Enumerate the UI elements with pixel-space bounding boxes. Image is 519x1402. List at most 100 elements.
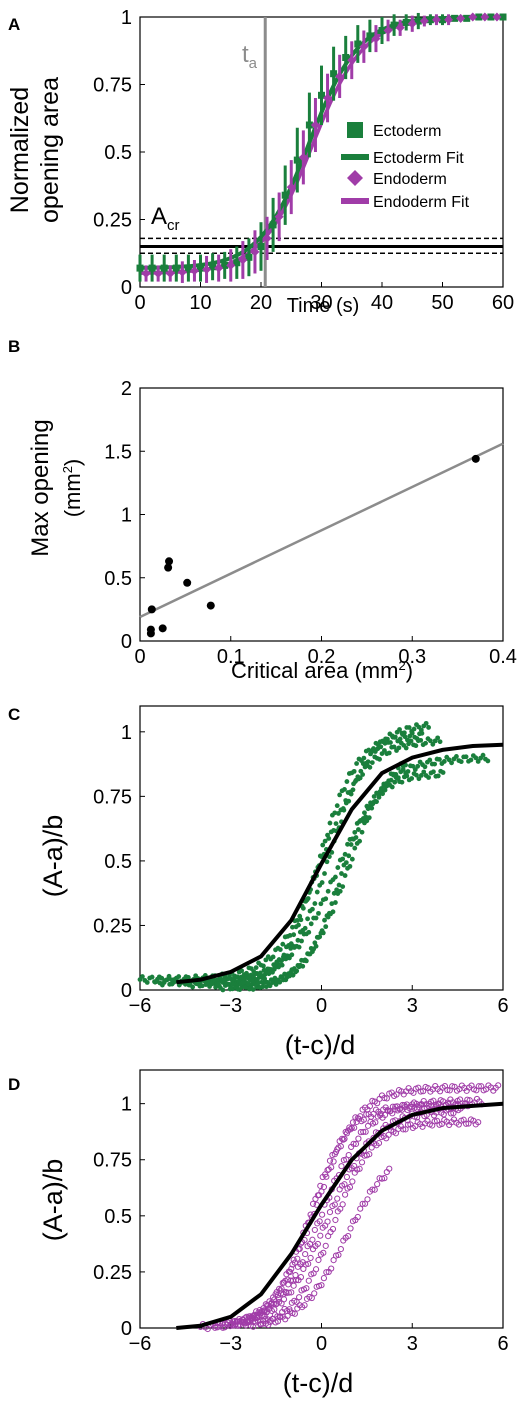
panel-a|0-xtick-label: 50 bbox=[431, 292, 453, 314]
legend-label: Ectoderm Fit bbox=[373, 150, 464, 167]
panel-b|1-ytick-label: 1.5 bbox=[104, 441, 132, 463]
ectoderm-point bbox=[318, 91, 325, 99]
panel-d-data-point bbox=[309, 1200, 317, 1207]
panel-c-data-point bbox=[302, 925, 308, 931]
panel-d-data-point bbox=[385, 1131, 392, 1138]
endoderm-point bbox=[153, 269, 163, 278]
panel-c-data-point bbox=[169, 981, 175, 987]
panel-c-data-point bbox=[430, 741, 436, 747]
panel-c-data-point bbox=[418, 737, 424, 743]
panel-d-data-point bbox=[259, 1307, 266, 1315]
panel-c-data-point bbox=[318, 901, 324, 907]
panel-b|1-xtick-label: 0 bbox=[134, 646, 145, 668]
legend-label: Endoderm bbox=[373, 171, 447, 188]
panel-c-data-point bbox=[280, 941, 286, 947]
panel-c-data-point bbox=[418, 772, 424, 778]
panel-c-data-point bbox=[389, 784, 395, 790]
panel-c-data-point bbox=[279, 962, 285, 968]
panel-d-data-point bbox=[305, 1277, 312, 1284]
panel-c-data-point bbox=[298, 917, 304, 923]
panel-d-data-point bbox=[320, 1183, 328, 1191]
panel-c-data-point bbox=[209, 981, 215, 987]
panel-c-data-point bbox=[260, 984, 266, 990]
panel-c-data-point bbox=[159, 982, 165, 988]
panel-d-data-point bbox=[449, 1083, 456, 1090]
panel-c-data-point bbox=[386, 750, 392, 756]
panel-d-data-point bbox=[311, 1290, 318, 1297]
panel-d-data-point bbox=[345, 1151, 352, 1159]
panel-a|0-ytick-label: 0.25 bbox=[93, 210, 132, 232]
panel-c-data-point bbox=[361, 755, 367, 761]
panel-d-data-point bbox=[431, 1118, 438, 1125]
panel-d-data-point bbox=[312, 1266, 320, 1273]
panel-b-ylabel-line2: (mm2) bbox=[60, 459, 85, 518]
panel-d-data-point bbox=[352, 1140, 360, 1148]
panel-d-data-point bbox=[302, 1250, 309, 1258]
panel-d|3-ytick-label: 0 bbox=[121, 1318, 132, 1340]
panel-d-data-point bbox=[303, 1285, 310, 1292]
legend-endoderm-fit-marker bbox=[341, 198, 369, 204]
panel-b|1-ytick-label: 0 bbox=[121, 631, 132, 653]
panel-c-data-point bbox=[342, 873, 348, 878]
panel-c-data-point bbox=[308, 921, 314, 927]
panel-c-data-point bbox=[317, 853, 323, 859]
panel-c-data-point bbox=[299, 938, 304, 944]
ectoderm-point bbox=[390, 21, 398, 29]
panel-c-data-point bbox=[351, 768, 357, 774]
panel-d-data-point bbox=[285, 1289, 292, 1296]
panel-a-xlabel: Time (s) bbox=[287, 295, 360, 317]
panel-c-data-point bbox=[325, 888, 331, 894]
endoderm-point bbox=[298, 152, 308, 162]
panel-c-data-point bbox=[411, 726, 417, 732]
panel-c-data-point bbox=[313, 915, 319, 921]
panel-c-data-point bbox=[291, 932, 297, 938]
panel-c-data-point bbox=[322, 917, 327, 923]
panel-b|1-axes-frame bbox=[139, 387, 504, 642]
panel-c-data-point bbox=[339, 871, 344, 876]
panel-c-data-point bbox=[391, 744, 397, 750]
panel-c-data-point bbox=[368, 750, 374, 755]
ectoderm-point bbox=[487, 13, 495, 21]
ectoderm-point bbox=[184, 264, 192, 272]
panel-c-data-point bbox=[329, 901, 335, 907]
panel-d|3-ytick-label: 0.25 bbox=[93, 1262, 132, 1284]
ectoderm-point bbox=[378, 27, 386, 34]
legend-endoderm-marker bbox=[347, 170, 363, 186]
panel-c-data-point bbox=[414, 772, 419, 778]
panel-c-data-point bbox=[422, 764, 428, 770]
panel-d-data-point bbox=[297, 1274, 305, 1281]
panel-d-data-point bbox=[339, 1201, 346, 1208]
endoderm-point bbox=[335, 71, 345, 81]
panel-c|2-ytick-label: 0.75 bbox=[93, 786, 132, 808]
panel-c-data-point bbox=[305, 916, 310, 922]
panel-b|1-ytick-label: 0.5 bbox=[104, 568, 132, 590]
panel-d-data-point bbox=[362, 1128, 369, 1135]
panel-d-data-point bbox=[338, 1135, 346, 1142]
endoderm-point bbox=[444, 15, 454, 25]
panel-c-data-point bbox=[261, 963, 266, 969]
panel-d-data-point bbox=[341, 1135, 348, 1143]
panel-c-data-point bbox=[350, 787, 356, 793]
panel-c-data-point bbox=[376, 794, 382, 800]
panel-c-data-point bbox=[428, 738, 433, 744]
panel-d-data-point bbox=[296, 1294, 303, 1301]
panel-d-data-point bbox=[338, 1163, 345, 1170]
panel-c-data-point bbox=[426, 725, 431, 730]
panel-d-data-point bbox=[331, 1201, 338, 1208]
panel-c-data-point bbox=[265, 979, 271, 985]
panel-c-data-point bbox=[414, 736, 420, 741]
panel-d|3-ytick-label: 0.5 bbox=[104, 1206, 132, 1228]
panel-c-data-point bbox=[149, 974, 155, 980]
panel-c-data-point bbox=[220, 987, 226, 993]
panel-d-data-point bbox=[293, 1298, 300, 1306]
ectoderm-point bbox=[136, 264, 144, 272]
panel-c-data-point bbox=[371, 794, 377, 799]
panel-d-data-point bbox=[314, 1192, 321, 1199]
panel-c-data-point bbox=[437, 739, 443, 745]
ectoderm-point bbox=[197, 264, 204, 272]
panel-c-data-point bbox=[295, 937, 301, 943]
panel-d-data-point bbox=[475, 1119, 482, 1126]
panel-c-data-point bbox=[352, 829, 358, 835]
panel-d-data-point bbox=[343, 1130, 351, 1137]
panel-d-data-point bbox=[349, 1178, 356, 1185]
